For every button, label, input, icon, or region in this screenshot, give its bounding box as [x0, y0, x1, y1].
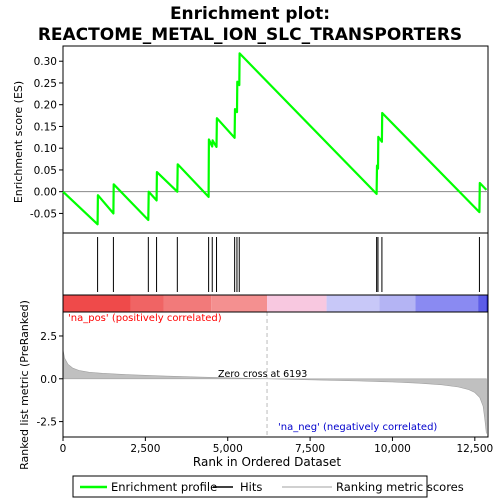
metric-y-axis-label: Ranked list metric (PreRanked) — [18, 300, 31, 470]
x-tick-label: 10,000 — [374, 443, 411, 455]
chart-title-line1: Enrichment plot: — [170, 4, 330, 24]
heatmap-segment — [130, 295, 164, 312]
x-tick-label: 0 — [60, 443, 67, 455]
heatmap-segment — [163, 295, 212, 312]
x-axis-label: Rank in Ordered Dataset — [193, 455, 341, 469]
legend-label: Ranking metric scores — [336, 480, 464, 494]
legend: Enrichment profile Hits Ranking metric sco… — [72, 475, 464, 498]
es-y-tick-label: 0.30 — [34, 56, 57, 68]
legend-box — [72, 475, 428, 498]
es-plot-frame — [62, 45, 489, 234]
metric-y-tick-label: 2.5 — [40, 331, 57, 343]
es-curve — [62, 52, 488, 226]
heatmap-segment — [326, 295, 380, 312]
x-tick-label: 12,500 — [456, 443, 493, 455]
legend-label: Hits — [240, 480, 262, 494]
heatmap-segment — [415, 295, 479, 312]
es-y-tick-label: 0.15 — [34, 121, 57, 133]
metric-frame — [62, 311, 489, 438]
pos-correlated-label: 'na_pos' (positively correlated) — [68, 313, 222, 324]
heatmap-segment — [211, 295, 268, 312]
es-y-tick-label: 0.25 — [34, 78, 57, 90]
chart-title-line2: REACTOME_METAL_ION_SLC_TRANSPORTERS — [38, 25, 462, 45]
es-y-axis-label: Enrichment score (ES) — [12, 81, 25, 203]
heatmap-bar — [62, 294, 489, 313]
metric-panel: 2.5 0.0 -2.5 'na_pos' (positively correlate… — [37, 311, 493, 455]
heatmap-segment — [379, 295, 416, 312]
metric-area — [62, 349, 487, 434]
metric-y-tick-label: -2.5 — [37, 417, 58, 429]
heatmap-segment — [478, 295, 487, 312]
es-y-tick-label: 0.20 — [34, 100, 57, 112]
legend-label: Enrichment profile — [111, 480, 217, 494]
es-y-tick-label: 0.00 — [34, 187, 57, 199]
zero-cross-label: Zero cross at 6193 — [218, 369, 307, 380]
x-tick-label: 5,000 — [213, 443, 243, 455]
metric-y-tick-label: 0.0 — [40, 374, 57, 386]
es-y-tick-label: 0.10 — [34, 143, 57, 155]
heatmap-segment — [63, 295, 131, 312]
hits-frame — [62, 232, 489, 296]
neg-correlated-label: 'na_neg' (negatively correlated) — [278, 422, 437, 433]
heatmap-segment — [486, 295, 488, 312]
es-y-tick-label: 0.05 — [34, 165, 57, 177]
es-y-tick-label: -0.05 — [30, 208, 57, 220]
x-tick-label: 2,500 — [130, 443, 160, 455]
metric-background — [63, 312, 488, 437]
heatmap-segment — [267, 295, 327, 312]
es-panel: -0.05 0.00 0.05 0.10 0.15 0.20 0.25 0.30 — [30, 45, 489, 234]
x-tick-label: 7,500 — [295, 443, 325, 455]
hits-panel — [62, 232, 489, 296]
